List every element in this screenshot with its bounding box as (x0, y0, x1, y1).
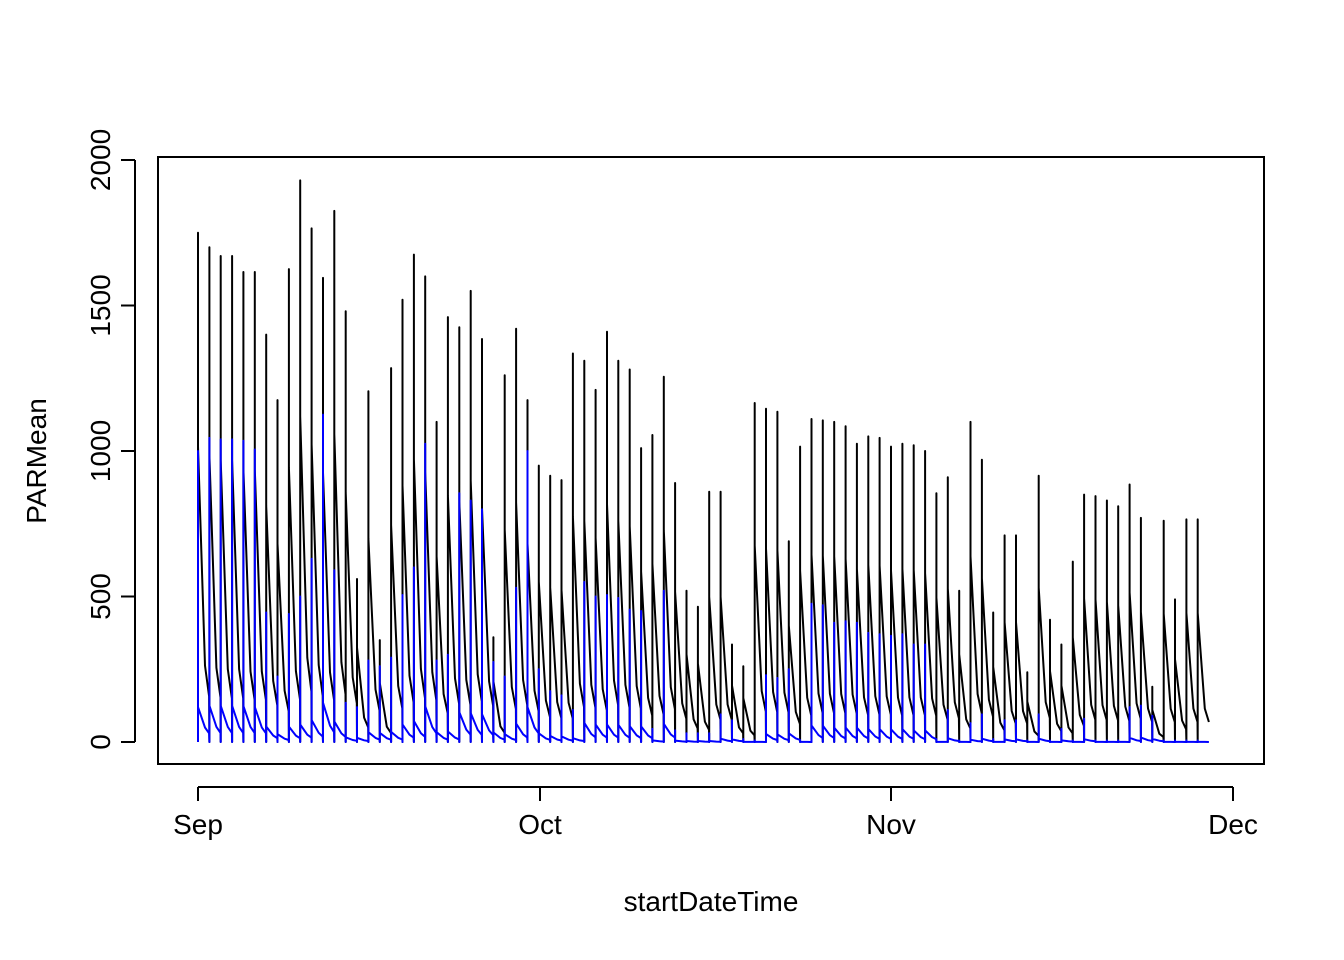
y-tick-label: 0 (85, 734, 116, 750)
y-tick-label: 1000 (85, 420, 116, 482)
x-axis-title: startDateTime (624, 886, 799, 917)
y-tick-label: 500 (85, 573, 116, 620)
series-layer (197, 179, 1210, 743)
y-axis-title: PARMean (21, 398, 52, 524)
y-tick-label: 2000 (85, 129, 116, 191)
x-tick-label: Dec (1208, 809, 1258, 840)
x-tick-label: Oct (518, 809, 562, 840)
y-axis: 0 500 1000 1500 2000 (85, 129, 136, 750)
series-1-line (197, 179, 1210, 743)
y-tick-label: 1500 (85, 274, 116, 336)
plot-frame (157, 156, 1265, 765)
series-2-line (197, 413, 1209, 743)
x-axis: Sep Oct Nov Dec (173, 786, 1258, 840)
x-tick-label: Nov (866, 809, 916, 840)
x-tick-label: Sep (173, 809, 223, 840)
